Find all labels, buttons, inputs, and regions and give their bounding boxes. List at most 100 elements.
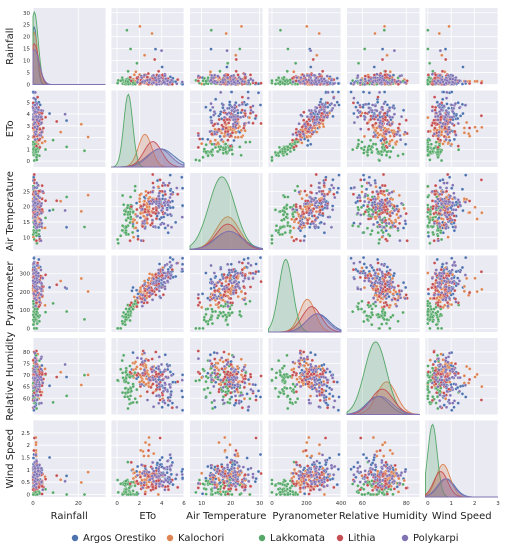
point-argos-orestiko [254,262,258,266]
point-polykarpi [299,113,303,117]
point-kalochori [388,70,392,74]
point-polykarpi [325,115,329,119]
point-argos-orestiko [32,256,36,260]
point-polykarpi [388,115,392,119]
point-polykarpi [371,222,376,227]
point-polykarpi [445,181,449,185]
point-lithia [439,118,443,122]
point-polykarpi [39,268,43,272]
point-lakkomata [360,184,364,188]
point-argos-orestiko [309,142,313,146]
point-polykarpi [168,80,172,84]
point-polykarpi [32,96,36,100]
point-lithia [151,207,155,211]
point-kalochori [142,214,146,218]
point-polykarpi [304,78,308,82]
point-kalochori [395,212,399,217]
point-lithia [351,192,356,196]
point-lithia [374,121,378,125]
point-polykarpi [388,74,392,78]
panel-air-temperature-vs-pyranometer [268,172,342,250]
point-lithia [230,131,235,135]
point-lakkomata [288,80,292,85]
point-argos-orestiko [403,222,408,226]
point-lakkomata [278,80,282,84]
point-lakkomata [201,79,205,83]
point-polykarpi [151,185,156,190]
point-lithia [147,294,151,299]
point-polykarpi [240,102,245,106]
point-polykarpi [240,79,245,83]
point-polykarpi [438,73,442,78]
point-lithia [32,178,37,182]
point-polykarpi [382,102,386,106]
point-polykarpi [447,213,451,217]
point-kalochori [138,200,142,204]
point-lithia [306,221,310,226]
point-polykarpi [297,79,301,83]
point-kalochori [222,134,226,138]
ytick-label: 25 [23,23,30,29]
point-polykarpi [378,121,382,125]
point-argos-orestiko [443,47,448,51]
point-polykarpi [403,130,407,134]
point-polykarpi [148,78,152,82]
point-argos-orestiko [227,103,232,107]
point-polykarpi [363,102,368,106]
point-polykarpi [385,80,390,84]
point-argos-orestiko [335,190,339,195]
point-lakkomata [283,231,287,235]
point-polykarpi [312,225,317,229]
point-lithia [303,189,307,193]
point-polykarpi [233,106,237,110]
point-polykarpi [309,49,313,53]
point-lakkomata [226,61,230,65]
point-argos-orestiko [204,271,208,275]
point-polykarpi [291,207,295,211]
point-lakkomata [384,153,389,157]
point-lakkomata [204,143,208,147]
point-lakkomata [120,228,124,233]
point-lithia [433,126,437,130]
point-argos-orestiko [367,175,371,179]
point-lithia [150,221,154,226]
point-kalochori [397,193,401,198]
point-polykarpi [322,197,326,201]
point-lithia [43,199,48,203]
point-lakkomata [294,61,298,65]
point-argos-orestiko [64,118,69,123]
point-polykarpi [32,285,36,289]
point-lithia [397,122,402,126]
point-kalochori [447,24,451,28]
point-polykarpi [371,212,375,217]
point-lithia [379,189,383,193]
point-kalochori [310,203,314,207]
point-lithia [432,118,436,122]
point-polykarpi [307,211,311,215]
point-polykarpi [448,77,452,81]
point-polykarpi [32,292,36,296]
point-lithia [433,108,437,112]
point-kalochori [131,235,136,239]
point-lakkomata [385,150,389,154]
point-lithia [38,145,42,150]
point-lithia [433,121,437,126]
point-kalochori [79,276,83,281]
point-argos-orestiko [384,229,388,233]
point-polykarpi [385,110,390,114]
point-lithia [294,137,299,141]
point-polykarpi [396,130,400,134]
point-lithia [309,184,313,188]
ytick-label: 2 [27,136,31,142]
point-lakkomata [280,225,285,229]
point-argos-orestiko [131,285,135,290]
point-lithia [298,204,302,209]
point-lithia [135,207,139,212]
point-lakkomata [426,78,430,82]
point-polykarpi [377,124,382,129]
point-argos-orestiko [47,111,52,116]
point-lakkomata [133,189,137,193]
point-argos-orestiko [305,143,310,148]
point-kalochori [321,122,325,126]
point-argos-orestiko [218,134,222,139]
